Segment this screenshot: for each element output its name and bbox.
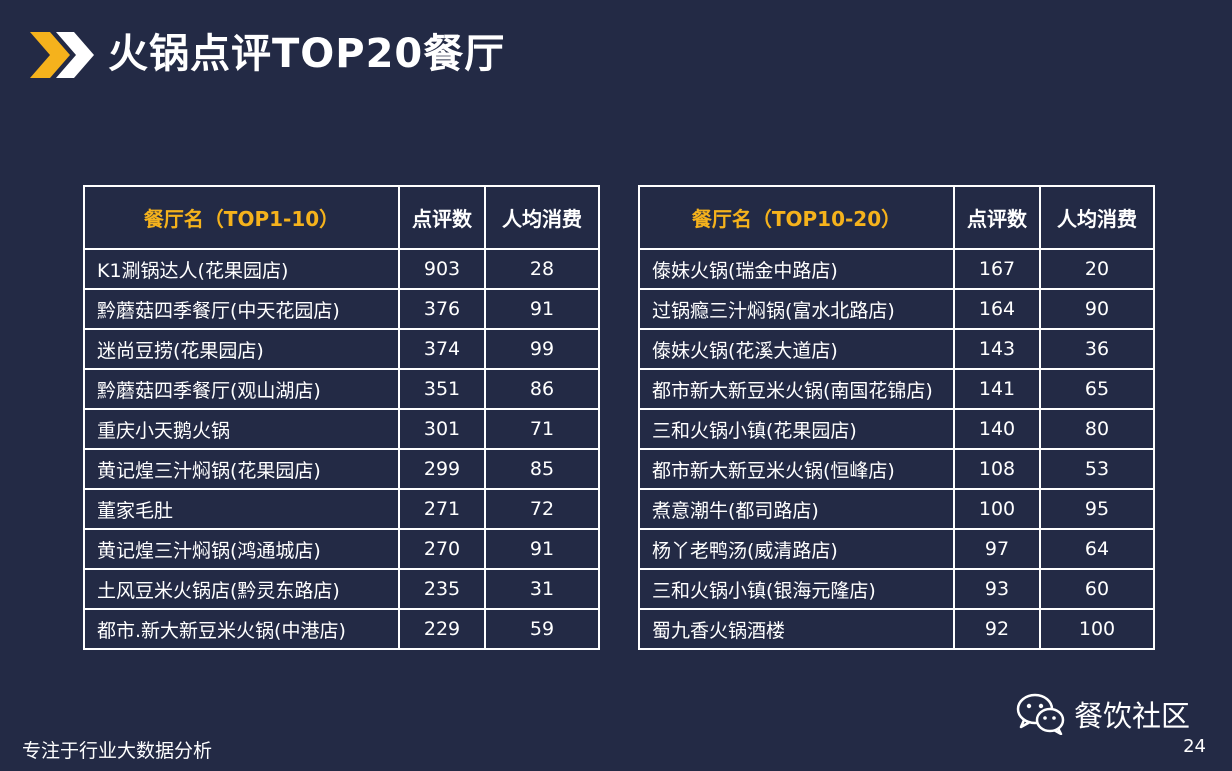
column-header-reviews: 点评数 xyxy=(953,185,1041,250)
review-count-cell: 351 xyxy=(398,368,486,410)
ranking-table-top10-20: 餐厅名（TOP10-20） 点评数 人均消费 傣妹火锅(瑞金中路店) 167 20 过… xyxy=(638,185,1155,650)
avg-spend-cell: 59 xyxy=(484,608,600,650)
table-row: 黔蘑菇四季餐厅(观山湖店) 351 86 xyxy=(83,368,600,410)
restaurant-name-cell: 傣妹火锅(花溪大道店) xyxy=(638,328,955,370)
review-count-cell: 108 xyxy=(953,448,1041,490)
restaurant-name-cell: 黔蘑菇四季餐厅(中天花园店) xyxy=(83,288,400,330)
avg-spend-cell: 99 xyxy=(484,328,600,370)
avg-spend-cell: 60 xyxy=(1039,568,1155,610)
restaurant-name-cell: 土风豆米火锅店(黔灵东路店) xyxy=(83,568,400,610)
review-count-cell: 141 xyxy=(953,368,1041,410)
review-count-cell: 235 xyxy=(398,568,486,610)
review-count-cell: 167 xyxy=(953,248,1041,290)
restaurant-name-cell: 傣妹火锅(瑞金中路店) xyxy=(638,248,955,290)
column-header-name: 餐厅名（TOP10-20） xyxy=(638,185,955,250)
restaurant-name-cell: 蜀九香火锅酒楼 xyxy=(638,608,955,650)
wechat-icon xyxy=(1016,693,1065,735)
ranking-table-top1-10: 餐厅名（TOP1-10） 点评数 人均消费 K1涮锅达人(花果园店) 903 28 黔… xyxy=(83,185,600,650)
review-count-cell: 374 xyxy=(398,328,486,370)
table-row: K1涮锅达人(花果园店) 903 28 xyxy=(83,248,600,290)
restaurant-name-cell: 董家毛肚 xyxy=(83,488,400,530)
page-title: 火锅点评TOP20餐厅 xyxy=(108,31,506,77)
table-row: 黔蘑菇四季餐厅(中天花园店) 376 91 xyxy=(83,288,600,330)
column-header-avg-spend: 人均消费 xyxy=(484,185,600,250)
avg-spend-cell: 85 xyxy=(484,448,600,490)
brand-logo: 餐饮社区 xyxy=(1016,693,1190,735)
table-row: 迷尚豆捞(花果园店) 374 99 xyxy=(83,328,600,370)
review-count-cell: 140 xyxy=(953,408,1041,450)
table-header-row: 餐厅名（TOP10-20） 点评数 人均消费 xyxy=(638,185,1155,250)
table-row: 傣妹火锅(瑞金中路店) 167 20 xyxy=(638,248,1155,290)
restaurant-name-cell: 杨丫老鸭汤(威清路店) xyxy=(638,528,955,570)
table-row: 都市新大新豆米火锅(恒峰店) 108 53 xyxy=(638,448,1155,490)
restaurant-name-cell: K1涮锅达人(花果园店) xyxy=(83,248,400,290)
review-count-cell: 270 xyxy=(398,528,486,570)
double-chevron-icon xyxy=(30,32,94,78)
table-row: 三和火锅小镇(花果园店) 140 80 xyxy=(638,408,1155,450)
restaurant-name-cell: 黄记煌三汁焖锅(鸿通城店) xyxy=(83,528,400,570)
review-count-cell: 93 xyxy=(953,568,1041,610)
avg-spend-cell: 86 xyxy=(484,368,600,410)
page-number: 24 xyxy=(1183,736,1206,757)
avg-spend-cell: 64 xyxy=(1039,528,1155,570)
restaurant-name-cell: 都市新大新豆米火锅(南国花锦店) xyxy=(638,368,955,410)
restaurant-name-cell: 三和火锅小镇(银海元隆店) xyxy=(638,568,955,610)
brand-name: 餐饮社区 xyxy=(1074,699,1191,733)
avg-spend-cell: 71 xyxy=(484,408,600,450)
table-row: 都市.新大新豆米火锅(中港店) 229 59 xyxy=(83,608,600,650)
avg-spend-cell: 91 xyxy=(484,288,600,330)
table-row: 蜀九香火锅酒楼 92 100 xyxy=(638,608,1155,650)
review-count-cell: 164 xyxy=(953,288,1041,330)
footer-tagline: 专注于行业大数据分析 xyxy=(22,740,213,762)
table-row: 傣妹火锅(花溪大道店) 143 36 xyxy=(638,328,1155,370)
table-row: 过锅瘾三汁焖锅(富水北路店) 164 90 xyxy=(638,288,1155,330)
review-count-cell: 92 xyxy=(953,608,1041,650)
avg-spend-cell: 31 xyxy=(484,568,600,610)
avg-spend-cell: 28 xyxy=(484,248,600,290)
avg-spend-cell: 20 xyxy=(1039,248,1155,290)
table-row: 三和火锅小镇(银海元隆店) 93 60 xyxy=(638,568,1155,610)
table-row: 重庆小天鹅火锅 301 71 xyxy=(83,408,600,450)
avg-spend-cell: 90 xyxy=(1039,288,1155,330)
restaurant-name-cell: 黔蘑菇四季餐厅(观山湖店) xyxy=(83,368,400,410)
restaurant-name-cell: 过锅瘾三汁焖锅(富水北路店) xyxy=(638,288,955,330)
review-count-cell: 376 xyxy=(398,288,486,330)
review-count-cell: 97 xyxy=(953,528,1041,570)
column-header-reviews: 点评数 xyxy=(398,185,486,250)
table-row: 黄记煌三汁焖锅(花果园店) 299 85 xyxy=(83,448,600,490)
avg-spend-cell: 65 xyxy=(1039,368,1155,410)
review-count-cell: 143 xyxy=(953,328,1041,370)
restaurant-name-cell: 三和火锅小镇(花果园店) xyxy=(638,408,955,450)
review-count-cell: 299 xyxy=(398,448,486,490)
restaurant-name-cell: 重庆小天鹅火锅 xyxy=(83,408,400,450)
table-row: 黄记煌三汁焖锅(鸿通城店) 270 91 xyxy=(83,528,600,570)
avg-spend-cell: 91 xyxy=(484,528,600,570)
review-count-cell: 301 xyxy=(398,408,486,450)
avg-spend-cell: 72 xyxy=(484,488,600,530)
table-row: 都市新大新豆米火锅(南国花锦店) 141 65 xyxy=(638,368,1155,410)
table-header-row: 餐厅名（TOP1-10） 点评数 人均消费 xyxy=(83,185,600,250)
table-row: 土风豆米火锅店(黔灵东路店) 235 31 xyxy=(83,568,600,610)
avg-spend-cell: 80 xyxy=(1039,408,1155,450)
table-row: 煮意潮牛(都司路店) 100 95 xyxy=(638,488,1155,530)
restaurant-name-cell: 煮意潮牛(都司路店) xyxy=(638,488,955,530)
column-header-name: 餐厅名（TOP1-10） xyxy=(83,185,400,250)
avg-spend-cell: 95 xyxy=(1039,488,1155,530)
restaurant-name-cell: 迷尚豆捞(花果园店) xyxy=(83,328,400,370)
avg-spend-cell: 53 xyxy=(1039,448,1155,490)
restaurant-name-cell: 黄记煌三汁焖锅(花果园店) xyxy=(83,448,400,490)
restaurant-name-cell: 都市.新大新豆米火锅(中港店) xyxy=(83,608,400,650)
review-count-cell: 229 xyxy=(398,608,486,650)
column-header-avg-spend: 人均消费 xyxy=(1039,185,1155,250)
review-count-cell: 100 xyxy=(953,488,1041,530)
table-row: 杨丫老鸭汤(威清路店) 97 64 xyxy=(638,528,1155,570)
avg-spend-cell: 36 xyxy=(1039,328,1155,370)
restaurant-name-cell: 都市新大新豆米火锅(恒峰店) xyxy=(638,448,955,490)
review-count-cell: 271 xyxy=(398,488,486,530)
avg-spend-cell: 100 xyxy=(1039,608,1155,650)
review-count-cell: 903 xyxy=(398,248,486,290)
table-row: 董家毛肚 271 72 xyxy=(83,488,600,530)
